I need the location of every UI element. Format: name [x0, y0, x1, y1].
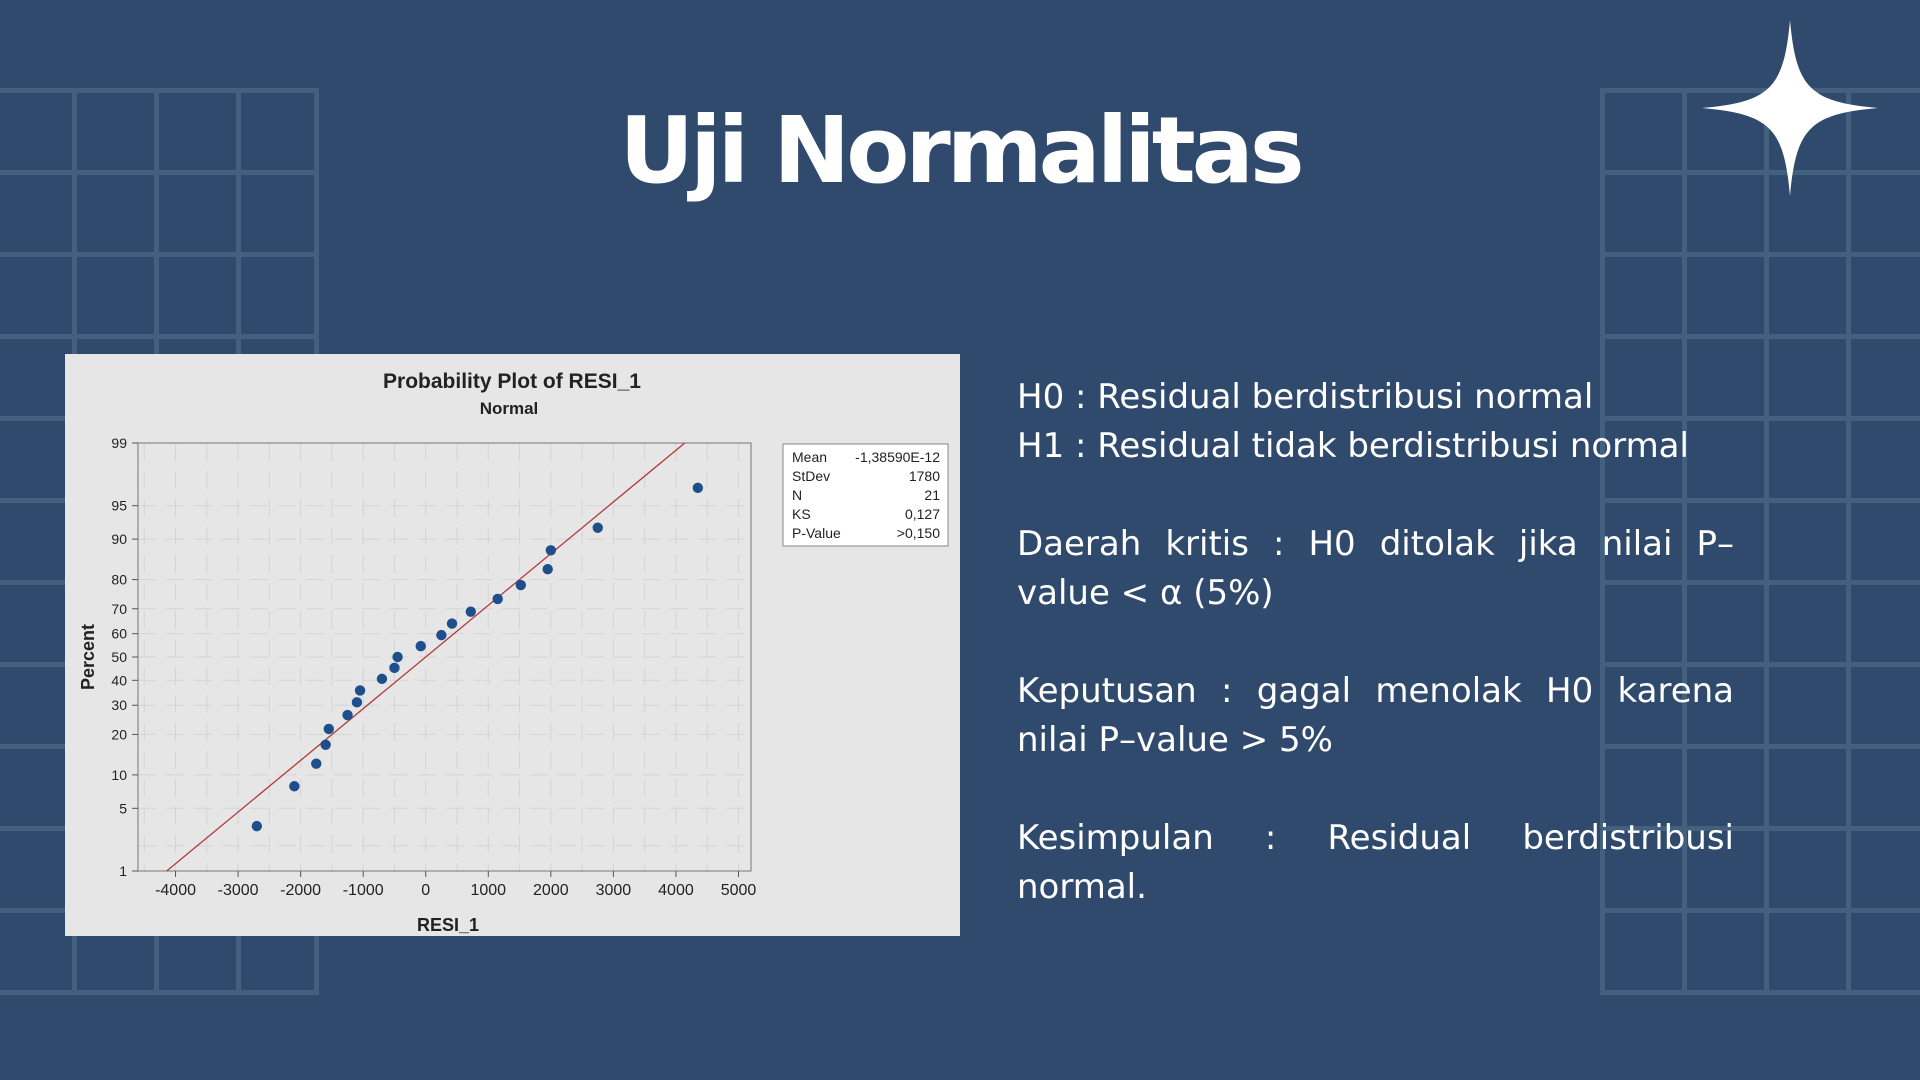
data-point: [392, 651, 403, 663]
y-tick-label: 5: [119, 800, 127, 816]
legend-label: KS: [792, 506, 811, 522]
data-point: [545, 545, 557, 556]
four-point-star-icon: [1702, 20, 1878, 196]
y-tick-label: 50: [111, 649, 127, 665]
data-point: [692, 482, 704, 494]
slide-title: Uji Normalitas: [619, 97, 1304, 204]
x-axis-ticks: -4000 -3000 -2000 -1000 0 1000 2000 3000 4000 500…: [155, 871, 756, 899]
y-tick-label: 99: [111, 435, 127, 451]
data-point: [492, 593, 503, 605]
decision: Keputusan : gagal menolak H0 karena nila…: [1017, 671, 1734, 760]
x-tick-label: -4000: [155, 882, 196, 899]
chart-subtitle: Normal: [480, 399, 539, 418]
data-point: [342, 709, 353, 721]
conclusion: Kesimpulan : Residual berdistribusi norm…: [1017, 818, 1734, 907]
y-tick-label: 40: [111, 672, 127, 688]
legend-label: Mean: [792, 449, 827, 465]
legend-value: -1,38590E-12: [855, 449, 940, 465]
legend-label: N: [792, 487, 802, 503]
data-point: [354, 685, 366, 696]
data-point: [389, 662, 400, 674]
data-point: [376, 673, 388, 685]
data-point: [465, 606, 476, 617]
x-tick-label: -2000: [280, 882, 321, 899]
data-point: [592, 522, 603, 533]
x-tick-label: 0: [421, 882, 430, 899]
y-tick-label: 70: [111, 601, 127, 617]
data-point: [323, 723, 334, 735]
x-tick-label: 4000: [658, 882, 694, 899]
legend-value: >0,150: [897, 525, 940, 541]
y-tick-label: 60: [111, 626, 127, 642]
x-tick-label: -3000: [218, 882, 259, 899]
y-tick-label: 95: [111, 498, 127, 514]
critical-region: Daerah kritis : H0 ditolak jika nilai P–…: [1017, 524, 1734, 613]
x-tick-label: 5000: [721, 882, 757, 899]
chart-title: Probability Plot of RESI_1: [383, 370, 641, 393]
chart-gridlines: [138, 442, 751, 872]
y-tick-label: 20: [111, 726, 127, 742]
x-tick-label: 3000: [596, 882, 632, 899]
x-tick-label: -1000: [343, 882, 384, 899]
x-tick-label: 2000: [533, 882, 569, 899]
data-point: [542, 564, 553, 575]
hypothesis-text: H0 : Residual berdistribusi normal H1 : …: [1017, 373, 1734, 961]
data-points: [251, 482, 704, 832]
legend-value: 21: [924, 487, 940, 503]
data-point: [351, 697, 363, 708]
legend-label: P-Value: [792, 525, 841, 541]
y-tick-label: 80: [111, 572, 127, 588]
data-point: [311, 758, 322, 769]
normal-fit-line: [166, 442, 686, 872]
y-tick-label: 1: [119, 863, 127, 879]
data-point: [251, 820, 263, 832]
data-point: [320, 739, 331, 750]
probability-plot-panel: Probability Plot of RESI_1 Normal -4000-…: [65, 354, 960, 936]
h1-statement: H1 : Residual tidak berdistribusi normal: [1017, 426, 1689, 466]
y-axis-ticks: 1 5 10 20 30 40 50 60 70 80 90 95 99: [111, 435, 138, 879]
stats-legend: Mean -1,38590E-12 StDev 1780 N 21 KS 0,127 P-Val…: [782, 443, 949, 547]
y-tick-label: 90: [111, 531, 127, 547]
y-tick-label: 10: [111, 767, 127, 783]
y-tick-label: 30: [111, 697, 127, 713]
legend-label: StDev: [792, 468, 830, 484]
probability-plot: Probability Plot of RESI_1 Normal -4000-…: [78, 370, 949, 935]
data-point: [436, 629, 447, 641]
x-axis-label: RESI_1: [417, 915, 479, 935]
h0-statement: H0 : Residual berdistribusi normal: [1017, 377, 1594, 417]
hypotheses-block: H0 : Residual berdistribusi normal H1 : …: [1017, 373, 1734, 471]
data-point: [289, 781, 300, 792]
data-point: [415, 640, 426, 652]
x-tick-label: 1000: [470, 882, 506, 899]
data-point: [446, 618, 458, 629]
grid-decoration-right: [1600, 88, 1920, 995]
legend-value: 1780: [909, 468, 940, 484]
data-point: [515, 579, 527, 591]
legend-value: 0,127: [905, 506, 940, 522]
y-axis-label: Percent: [78, 624, 98, 690]
